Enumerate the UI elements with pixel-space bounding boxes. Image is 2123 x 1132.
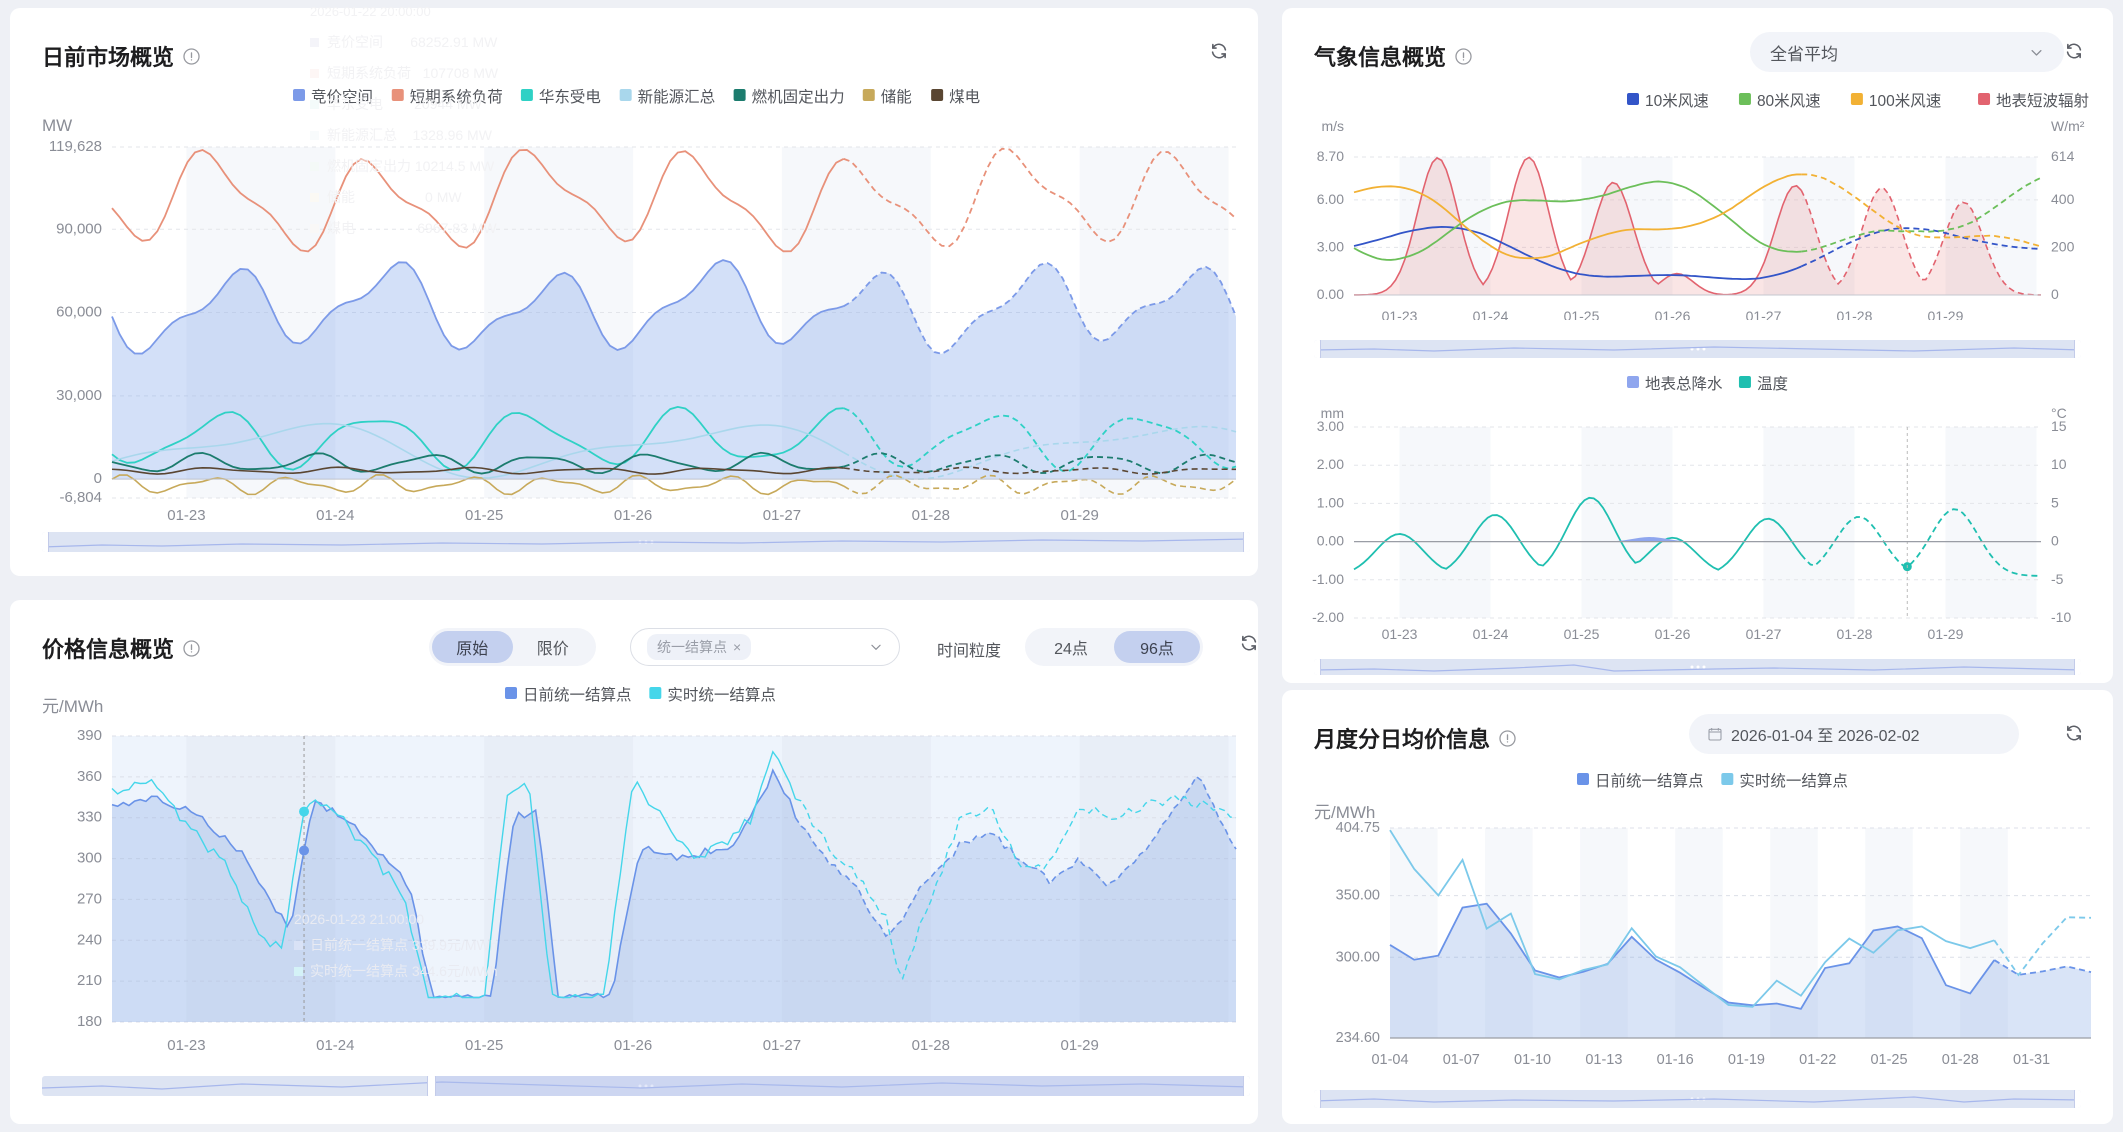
svg-text:270: 270: [77, 890, 102, 907]
svg-text:01-24: 01-24: [316, 507, 354, 523]
svg-text:210: 210: [77, 972, 102, 989]
svg-text:350.00: 350.00: [1336, 888, 1380, 904]
svg-text:01-28: 01-28: [1837, 626, 1873, 642]
svg-text:01-23: 01-23: [1382, 308, 1418, 320]
svg-text:10米风速: 10米风速: [1645, 92, 1709, 110]
svg-text:3.00: 3.00: [1317, 238, 1344, 254]
svg-text:01-24: 01-24: [1473, 308, 1509, 320]
svg-text:01-27: 01-27: [1746, 626, 1782, 642]
svg-text:6.00: 6.00: [1317, 191, 1344, 207]
svg-text:地表短波辐射: 地表短波辐射: [1996, 92, 2089, 110]
svg-text:01-23: 01-23: [167, 1037, 205, 1054]
svg-text:01-10: 01-10: [1514, 1052, 1551, 1068]
svg-text:01-29: 01-29: [1060, 507, 1098, 523]
svg-text:1.00: 1.00: [1317, 494, 1344, 510]
svg-text:01-28: 01-28: [1942, 1052, 1979, 1068]
svg-text:60,000: 60,000: [56, 304, 102, 321]
svg-text:01-28: 01-28: [912, 1037, 950, 1054]
svg-text:-1.00: -1.00: [1312, 571, 1344, 587]
svg-text:0.00: 0.00: [1317, 286, 1344, 302]
svg-text:01-24: 01-24: [1473, 626, 1509, 642]
svg-text:0: 0: [2051, 533, 2059, 549]
svg-text:30,000: 30,000: [56, 387, 102, 404]
svg-text:0: 0: [2051, 286, 2059, 302]
svg-text:m/s: m/s: [1321, 121, 1344, 134]
svg-text:地表总降水: 地表总降水: [1645, 375, 1723, 393]
svg-text:400: 400: [2051, 191, 2075, 207]
svg-text:01-23: 01-23: [1382, 626, 1418, 642]
svg-text:-10: -10: [2051, 609, 2071, 625]
svg-text:01-22: 01-22: [1799, 1052, 1836, 1068]
svg-text:01-25: 01-25: [465, 1037, 503, 1054]
svg-text:0: 0: [94, 470, 102, 487]
svg-text:01-25: 01-25: [1870, 1052, 1907, 1068]
svg-text:-2.00: -2.00: [1312, 609, 1344, 625]
svg-text:日前统一结算点: 日前统一结算点: [1595, 771, 1704, 790]
svg-text:330: 330: [77, 809, 102, 826]
svg-text:储能: 储能: [881, 88, 912, 106]
svg-text:01-29: 01-29: [1928, 308, 1964, 320]
svg-text:01-29: 01-29: [1928, 626, 1964, 642]
svg-text:01-27: 01-27: [1746, 308, 1782, 320]
svg-text:8.70: 8.70: [1317, 148, 1344, 164]
svg-text:180: 180: [77, 1013, 102, 1030]
svg-text:-5: -5: [2051, 571, 2064, 587]
svg-text:01-26: 01-26: [614, 507, 652, 523]
svg-text:01-26: 01-26: [614, 1037, 652, 1054]
svg-text:614: 614: [2051, 148, 2075, 164]
svg-text:234.60: 234.60: [1336, 1030, 1380, 1046]
svg-text:01-23: 01-23: [167, 507, 205, 523]
svg-text:80米风速: 80米风速: [1757, 92, 1821, 110]
svg-text:01-26: 01-26: [1655, 308, 1691, 320]
svg-text:240: 240: [77, 931, 102, 948]
svg-text:-6,804: -6,804: [59, 489, 102, 506]
svg-text:温度: 温度: [1757, 375, 1788, 393]
svg-text:01-28: 01-28: [1837, 308, 1873, 320]
svg-text:煤电: 煤电: [949, 88, 980, 106]
svg-text:01-26: 01-26: [1655, 626, 1691, 642]
svg-text:01-31: 01-31: [2013, 1052, 2050, 1068]
svg-text:实时统一结算点: 实时统一结算点: [667, 685, 776, 704]
svg-text:0.00: 0.00: [1317, 533, 1344, 549]
svg-text:mm: mm: [1321, 405, 1344, 421]
svg-text:300: 300: [77, 850, 102, 867]
svg-text:01-16: 01-16: [1657, 1052, 1694, 1068]
svg-text:01-25: 01-25: [1564, 308, 1600, 320]
svg-text:新能源汇总: 新能源汇总: [638, 88, 716, 106]
svg-text:W/m²: W/m²: [2051, 121, 2085, 134]
svg-text:300.00: 300.00: [1336, 949, 1380, 965]
svg-text:01-24: 01-24: [316, 1037, 354, 1054]
svg-text:日前统一结算点: 日前统一结算点: [523, 685, 632, 704]
svg-text:01-27: 01-27: [763, 1037, 801, 1054]
svg-text:01-27: 01-27: [763, 507, 801, 523]
svg-text:100米风速: 100米风速: [1869, 92, 1941, 110]
svg-text:10: 10: [2051, 456, 2067, 472]
svg-text:404.75: 404.75: [1336, 822, 1380, 836]
svg-text:01-28: 01-28: [912, 507, 950, 523]
svg-text:390: 390: [77, 730, 102, 744]
svg-text:华东受电: 华东受电: [539, 88, 601, 106]
svg-text:01-04: 01-04: [1371, 1052, 1408, 1068]
svg-text:5: 5: [2051, 494, 2059, 510]
svg-text:200: 200: [2051, 238, 2075, 254]
svg-text:°C: °C: [2051, 405, 2067, 421]
svg-text:360: 360: [77, 768, 102, 785]
svg-text:01-25: 01-25: [465, 507, 503, 523]
svg-text:01-07: 01-07: [1443, 1052, 1480, 1068]
svg-text:实时统一结算点: 实时统一结算点: [1739, 771, 1848, 790]
svg-text:燃机固定出力: 燃机固定出力: [752, 88, 845, 106]
svg-text:01-19: 01-19: [1728, 1052, 1765, 1068]
svg-text:90,000: 90,000: [56, 220, 102, 237]
svg-text:01-25: 01-25: [1564, 626, 1600, 642]
svg-text:01-13: 01-13: [1585, 1052, 1622, 1068]
svg-text:119,628: 119,628: [49, 141, 102, 155]
svg-text:01-29: 01-29: [1060, 1037, 1098, 1054]
svg-text:2.00: 2.00: [1317, 456, 1344, 472]
